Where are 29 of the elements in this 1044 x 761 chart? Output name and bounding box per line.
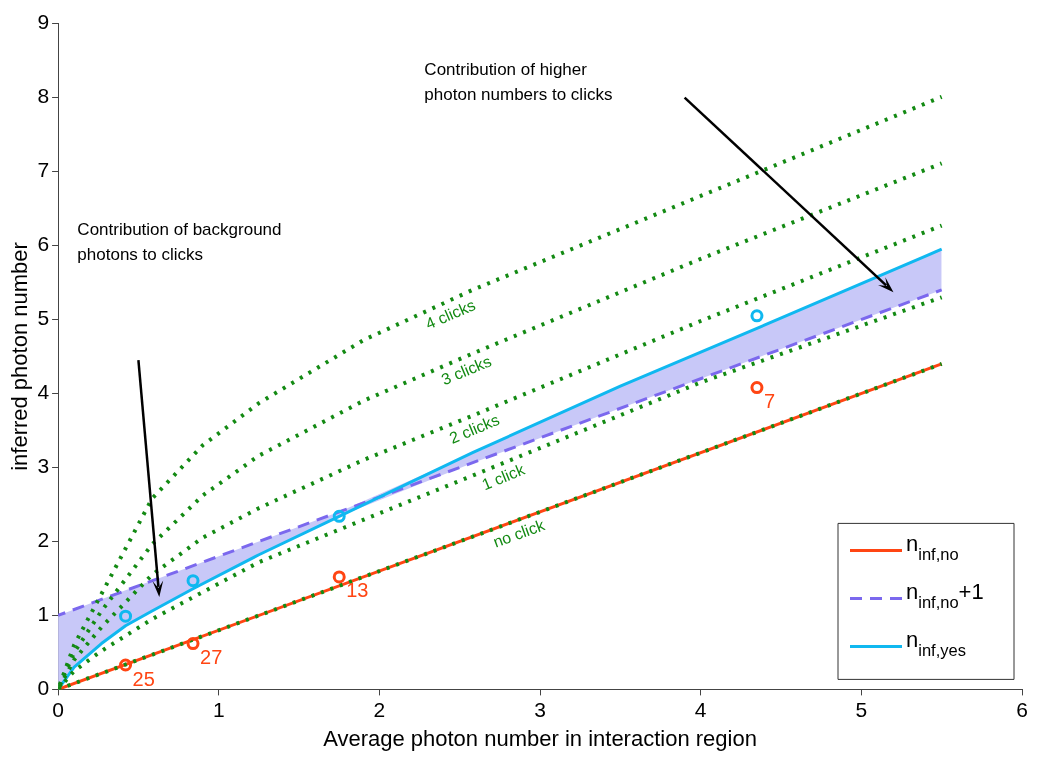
- y-tick-label: 8: [37, 84, 50, 108]
- x-tick-label: 4: [694, 697, 707, 721]
- y-tick-label: 3: [37, 454, 50, 478]
- text: 3 clicks: [438, 352, 494, 389]
- y-tick-label: 1: [37, 602, 50, 626]
- annotation: Contribution of higher photon numbers to clicks: [424, 59, 613, 104]
- annotation: 13: [346, 579, 369, 602]
- text: 4 clicks: [422, 296, 478, 333]
- y-tick-label: 9: [37, 10, 50, 34]
- x-tick-label: 1: [212, 697, 225, 721]
- x-tick-label: 5: [855, 697, 868, 721]
- x-tick-label: 3: [534, 697, 546, 721]
- annotation: 25: [132, 667, 155, 690]
- y-tick-label: 4: [37, 380, 50, 404]
- y-tick-label: 7: [37, 158, 50, 182]
- y-axis-title: inferred photon number: [7, 242, 33, 471]
- y-tick-label: 0: [37, 676, 50, 700]
- x-tick-label: 2: [373, 697, 386, 721]
- text: 1 click: [479, 460, 528, 494]
- annotation: 27: [200, 646, 223, 669]
- annotation: Contribution of background photons to clicks: [77, 219, 282, 264]
- x-tick-label: 6: [1016, 697, 1028, 721]
- text: 2 clicks: [446, 411, 502, 447]
- text: no click: [490, 515, 548, 551]
- y-tick-label: 6: [37, 232, 50, 256]
- y-tick-label: 2: [37, 528, 50, 552]
- annotation: 7: [763, 390, 776, 413]
- y-tick-label: 5: [37, 306, 50, 330]
- x-axis-title: Average photon number in interaction region: [323, 725, 757, 751]
